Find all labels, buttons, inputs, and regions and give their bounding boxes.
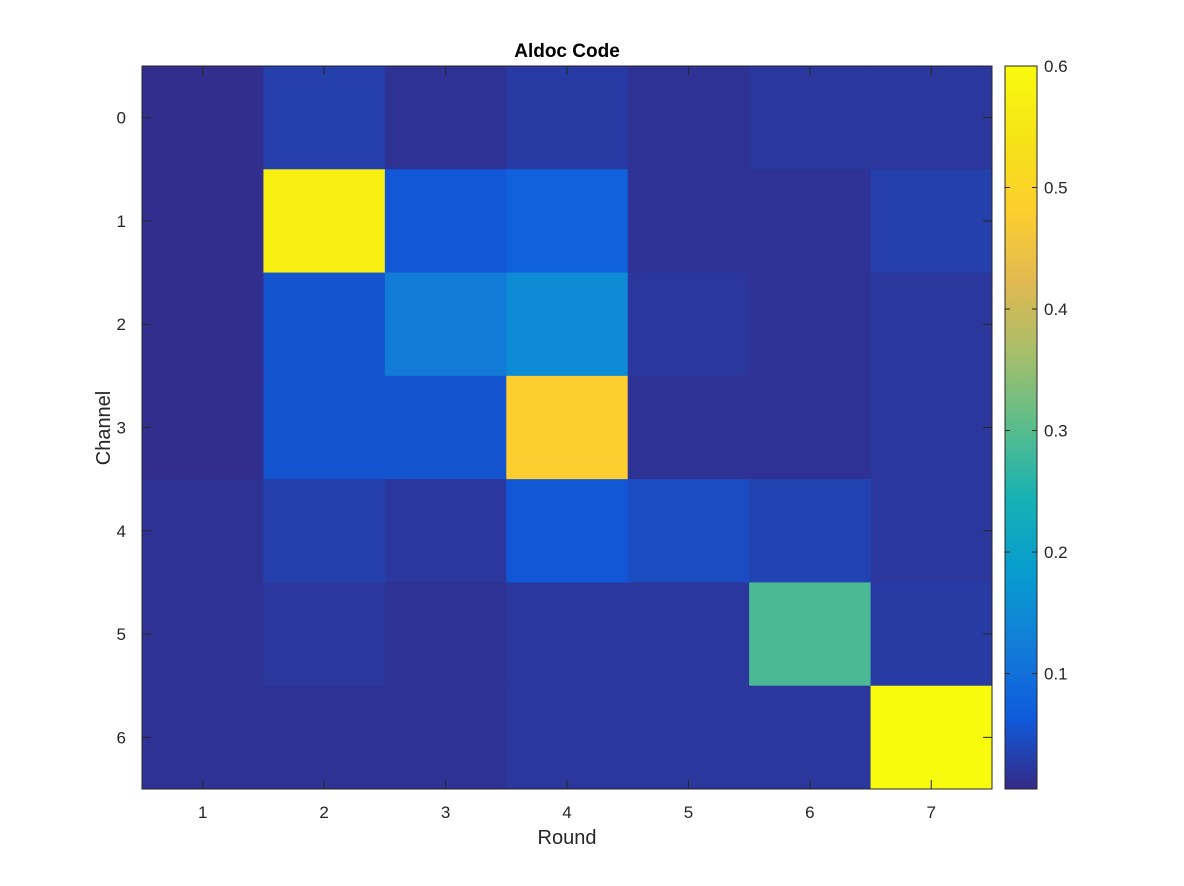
heatmap-cell-r3-c0 [142, 375, 264, 480]
y-tick-label: 3 [117, 419, 126, 438]
heatmap-cell-r6-c5 [749, 685, 872, 790]
x-axis: 1 2 3 4 5 6 7 [198, 66, 936, 822]
heatmap-cell-r0-c3 [506, 66, 629, 170]
x-tick-label: 1 [198, 803, 207, 822]
heatmap-cell-r0-c2 [384, 66, 507, 170]
heatmap-cell-r4-c4 [627, 479, 750, 583]
colorbar-tick-label: 0.4 [1044, 300, 1068, 319]
heatmap-cell-r2-c3 [506, 272, 629, 377]
heatmap-cell-r1-c5 [749, 169, 872, 274]
heatmap-cell-r3-c4 [627, 375, 750, 480]
heatmap-cell-r5-c1 [263, 582, 386, 687]
heatmap-cell-r6-c1 [263, 685, 386, 790]
heatmap-cell-r1-c0 [142, 169, 264, 274]
heatmap-cell-r3-c1 [263, 375, 386, 480]
heatmap-cell-r0-c4 [627, 66, 750, 170]
heatmap-cell-r4-c3 [506, 479, 629, 583]
y-tick-label: 2 [117, 315, 126, 334]
heatmap-cell-r5-c5 [749, 582, 872, 687]
heatmap-cell-r0-c0 [142, 66, 264, 170]
heatmap-cell-r3-c3 [506, 375, 629, 480]
heatmap-cell-r3-c6 [870, 375, 993, 480]
heatmap-cell-r2-c6 [870, 272, 993, 377]
colorbar-tick-label: 0.1 [1044, 665, 1068, 684]
x-tick-label: 4 [562, 803, 571, 822]
heatmap-cell-r1-c4 [627, 169, 750, 274]
heatmap-cell-r1-c6 [870, 169, 993, 274]
heatmap-cell-r6-c0 [142, 685, 264, 790]
heatmap-cells [142, 66, 993, 790]
heatmap-cell-r2-c1 [263, 272, 386, 377]
heatmap-cell-r5-c2 [384, 582, 507, 687]
heatmap-cell-r1-c2 [384, 169, 507, 274]
y-axis: 0 1 2 3 4 5 6 [117, 109, 992, 747]
heatmap-cell-r4-c5 [749, 479, 872, 583]
heatmap-cell-r6-c3 [506, 685, 629, 790]
heatmap-cell-r2-c5 [749, 272, 872, 377]
x-tick-label: 6 [805, 803, 814, 822]
chart-title: Aldoc Code [514, 41, 620, 62]
colorbar-tick-label: 0.6 [1044, 57, 1068, 76]
heatmap-cell-r2-c0 [142, 272, 264, 377]
heatmap-cell-r6-c2 [384, 685, 507, 790]
heatmap-cell-r4-c6 [870, 479, 993, 583]
y-tick-label: 1 [117, 212, 126, 231]
x-tick-label: 2 [319, 803, 328, 822]
heatmap-cell-r3-c2 [384, 375, 507, 480]
heatmap-cell-r3-c5 [749, 375, 872, 480]
heatmap-cell-r5-c6 [870, 582, 993, 687]
y-axis-label: Channel [93, 391, 115, 466]
heatmap-cell-r6-c6 [870, 685, 993, 790]
colorbar [1004, 65, 1038, 790]
heatmap-cell-r0-c1 [263, 66, 386, 170]
heatmap-cell-r0-c5 [749, 66, 872, 170]
x-tick-label: 7 [927, 803, 936, 822]
heatmap-cell-r5-c4 [627, 582, 750, 687]
colorbar-tick-label: 0.2 [1044, 543, 1068, 562]
x-tick-label: 3 [441, 803, 450, 822]
heatmap-cell-r1-c3 [506, 169, 629, 274]
y-tick-label: 6 [117, 728, 126, 747]
heatmap-cell-r1-c1 [263, 169, 386, 274]
x-tick-label: 5 [684, 803, 693, 822]
heatmap-cell-r5-c0 [142, 582, 264, 687]
heatmap-cell-r4-c0 [142, 479, 264, 583]
x-axis-label: Round [538, 827, 597, 849]
y-tick-label: 5 [117, 625, 126, 644]
heatmap-cell-r2-c2 [384, 272, 507, 377]
colorbar-tick-label: 0.3 [1044, 422, 1068, 441]
colorbar-ticks: 0.1 0.2 0.3 0.4 0.5 0.6 [1005, 57, 1068, 684]
y-tick-label: 0 [117, 109, 126, 128]
heatmap-cell-r4-c2 [384, 479, 507, 583]
y-tick-label: 4 [117, 522, 126, 541]
colorbar-tick-label: 0.5 [1044, 179, 1068, 198]
heatmap-cell-r0-c6 [870, 66, 993, 170]
heatmap-cell-r4-c1 [263, 479, 386, 583]
heatmap-cell-r5-c3 [506, 582, 629, 687]
heatmap-cell-r6-c4 [627, 685, 750, 790]
heatmap-cell-r2-c4 [627, 272, 750, 377]
